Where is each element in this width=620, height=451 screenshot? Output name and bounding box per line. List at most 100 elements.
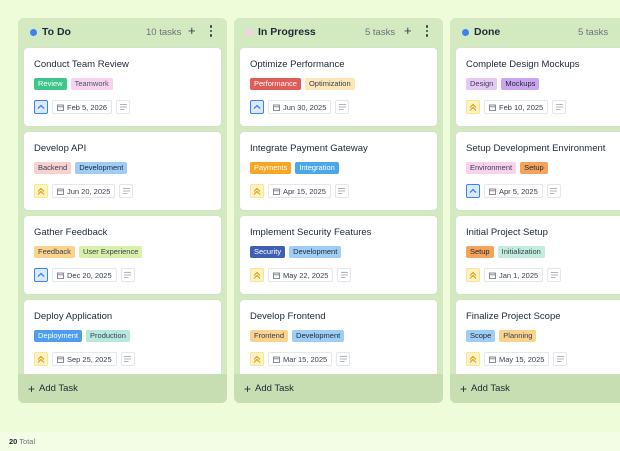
task-tag: Initialization	[497, 246, 545, 258]
task-title: Setup Development Environment	[466, 143, 606, 154]
lines-icon[interactable]	[546, 184, 561, 198]
task-card[interactable]: Optimize Performance Performance Optimizat…	[240, 48, 437, 126]
task-meta: Jan 1, 2025	[466, 268, 562, 282]
task-card[interactable]: Initial Project Setup Setup Initialization…	[456, 216, 620, 294]
task-card[interactable]: Finalize Project Scope Scope Planning May 1…	[456, 300, 620, 378]
task-card[interactable]: Develop Frontend Frontend Development Mar 1…	[240, 300, 437, 378]
lines-icon[interactable]	[120, 352, 135, 366]
calendar-icon	[57, 104, 64, 111]
due-date[interactable]: Apr 5, 2025	[484, 184, 543, 198]
lines-icon[interactable]	[116, 100, 131, 114]
column-title: In Progress	[258, 26, 316, 38]
task-tag: Scope	[466, 330, 496, 342]
calendar-icon	[489, 188, 496, 195]
calendar-icon	[57, 356, 64, 363]
task-meta: Sep 25, 2025	[34, 352, 135, 366]
lines-icon[interactable]	[335, 100, 350, 114]
task-tag: Frontend	[250, 330, 289, 342]
task-meta: May 15, 2025	[466, 352, 568, 366]
lines-icon[interactable]	[337, 268, 352, 282]
lines-icon[interactable]	[552, 100, 567, 114]
due-date[interactable]: Feb 5, 2026	[52, 100, 113, 114]
lines-icon[interactable]	[119, 184, 134, 198]
task-meta: Dec 20, 2025	[34, 268, 135, 282]
lines-icon[interactable]	[553, 352, 568, 366]
task-tags: Payments Integration	[250, 162, 339, 174]
task-card[interactable]: Develop API Backend Development Jun 20, 202…	[24, 132, 221, 210]
task-tags: Security Development	[250, 246, 342, 258]
task-card[interactable]: Integrate Payment Gateway Payments Integra…	[240, 132, 437, 210]
add-task-button[interactable]: + Add Task	[18, 374, 227, 403]
task-card[interactable]: Deploy Application Deployment Production Se…	[24, 300, 221, 378]
lines-icon[interactable]	[547, 268, 562, 282]
task-tag: Backend	[34, 162, 72, 174]
column-to-do: To Do 10 tasks + Conduct Team Review Review T…	[18, 18, 227, 403]
due-date[interactable]: Jan 1, 2025	[484, 268, 544, 282]
task-title: Finalize Project Scope	[466, 311, 561, 322]
chevron-up-icon[interactable]	[34, 268, 48, 282]
double-chevron-up-icon[interactable]	[466, 100, 480, 114]
due-date-text: Apr 15, 2025	[283, 186, 326, 196]
column-task-count: 5 tasks	[578, 27, 609, 38]
due-date-text: Feb 5, 2026	[67, 102, 108, 112]
lines-icon[interactable]	[334, 184, 349, 198]
chevron-up-icon[interactable]	[466, 184, 480, 198]
task-card[interactable]: Gather Feedback Feedback User Experience De…	[24, 216, 221, 294]
double-chevron-up-icon[interactable]	[34, 352, 48, 366]
add-task-button[interactable]: + Add Task	[450, 374, 620, 403]
plus-icon: +	[460, 381, 468, 396]
task-meta: Jun 30, 2025	[250, 100, 350, 114]
lines-icon[interactable]	[120, 268, 135, 282]
task-card[interactable]: Complete Design Mockups Design Mockups Feb …	[456, 48, 620, 126]
task-card[interactable]: Setup Development Environment Environment…	[456, 132, 620, 210]
task-tag: Design	[466, 78, 498, 90]
double-chevron-up-icon[interactable]	[250, 352, 264, 366]
task-card[interactable]: Conduct Team Review Review Teamwork Feb 5, …	[24, 48, 221, 126]
column-title: Done	[474, 26, 501, 38]
task-card[interactable]: Implement Security Features Security Devel…	[240, 216, 437, 294]
column-add-button[interactable]: +	[188, 23, 196, 38]
task-tag: Integration	[295, 162, 339, 174]
plus-icon: +	[244, 381, 252, 396]
chevron-up-icon[interactable]	[34, 100, 48, 114]
column-add-button[interactable]: +	[404, 23, 412, 38]
calendar-icon	[273, 272, 280, 279]
double-chevron-up-icon[interactable]	[466, 268, 480, 282]
due-date[interactable]: Apr 15, 2025	[268, 184, 331, 198]
vertical-dots-icon[interactable]	[209, 25, 213, 37]
lines-icon[interactable]	[336, 352, 351, 366]
double-chevron-up-icon[interactable]	[250, 184, 264, 198]
due-date-text: May 15, 2025	[499, 354, 545, 364]
double-chevron-up-icon[interactable]	[466, 352, 480, 366]
due-date[interactable]: Mar 15, 2025	[268, 352, 333, 366]
double-chevron-up-icon[interactable]	[250, 268, 264, 282]
due-date[interactable]: Jun 30, 2025	[268, 100, 332, 114]
due-date[interactable]: Sep 25, 2025	[52, 352, 117, 366]
due-date-text: May 22, 2025	[283, 270, 329, 280]
due-date-text: Dec 20, 2025	[67, 270, 112, 280]
task-title: Conduct Team Review	[34, 59, 129, 70]
task-tags: Setup Initialization	[466, 246, 545, 258]
task-tag: Feedback	[34, 246, 75, 258]
due-date[interactable]: May 15, 2025	[484, 352, 550, 366]
due-date[interactable]: Jun 20, 2025	[52, 184, 116, 198]
column-status-dot	[462, 29, 469, 36]
due-date[interactable]: Dec 20, 2025	[52, 268, 117, 282]
double-chevron-up-icon[interactable]	[34, 184, 48, 198]
due-date[interactable]: Feb 10, 2025	[484, 100, 549, 114]
task-tag: Planning	[499, 330, 537, 342]
chevron-up-icon[interactable]	[250, 100, 264, 114]
add-task-button[interactable]: + Add Task	[234, 374, 443, 403]
calendar-icon	[273, 356, 280, 363]
task-meta: Jun 20, 2025	[34, 184, 134, 198]
task-tag: Environment	[466, 162, 517, 174]
calendar-icon	[489, 272, 496, 279]
task-meta: May 22, 2025	[250, 268, 352, 282]
task-meta: Apr 15, 2025	[250, 184, 349, 198]
vertical-dots-icon[interactable]	[425, 25, 429, 37]
due-date[interactable]: May 22, 2025	[268, 268, 334, 282]
task-title: Optimize Performance	[250, 59, 345, 70]
task-title: Gather Feedback	[34, 227, 108, 238]
calendar-icon	[489, 356, 496, 363]
task-title: Complete Design Mockups	[466, 59, 580, 70]
